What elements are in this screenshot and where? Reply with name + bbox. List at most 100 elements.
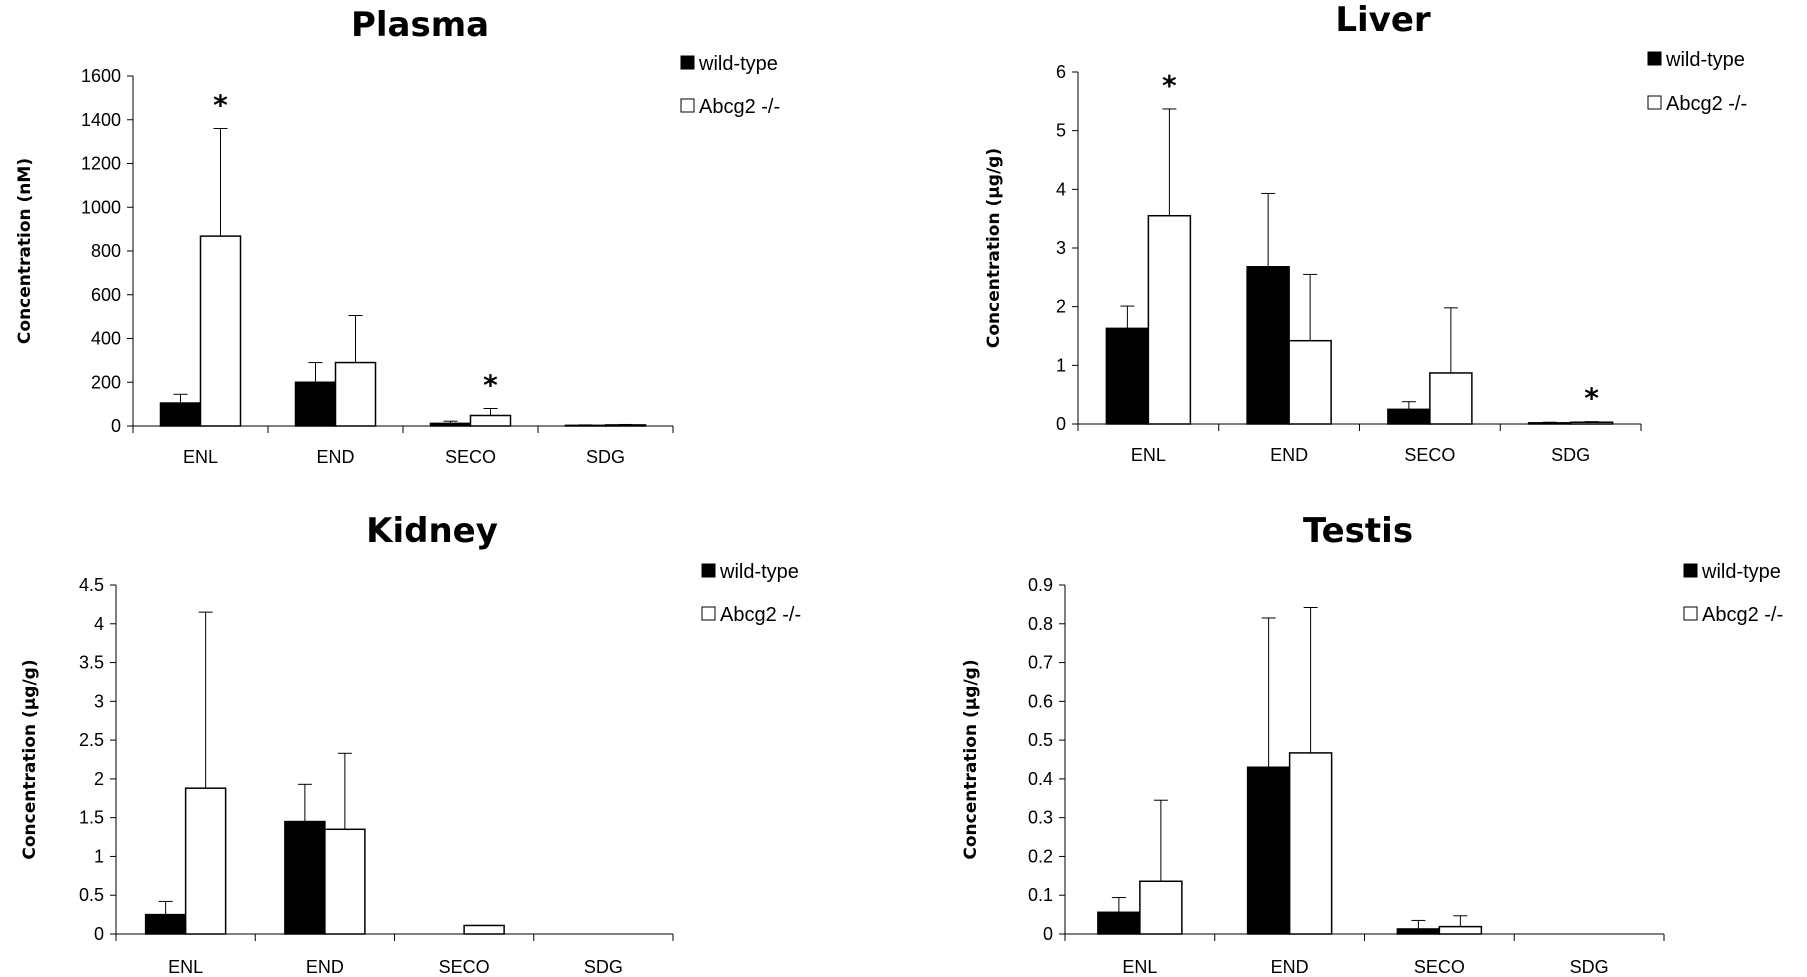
- bar-abcg2-ko: [469, 414, 512, 427]
- y-tick-label: 1200: [81, 154, 121, 174]
- legend-label-wild-type: wild-type: [719, 561, 799, 583]
- chart-title: Plasma: [351, 5, 489, 45]
- bar-abcg2-ko: [324, 828, 366, 935]
- y-tick-label: 3: [1056, 238, 1066, 258]
- x-tick-label: SDG: [1570, 957, 1609, 977]
- y-tick-label: 0.4: [1028, 769, 1053, 789]
- legend-swatch-wild-type: [1647, 51, 1662, 66]
- bar-abcg2-ko: [199, 235, 242, 427]
- bar-abcg2-ko: [1147, 214, 1192, 425]
- y-tick-label: 0.9: [1028, 575, 1053, 595]
- significance-star: *: [213, 89, 228, 122]
- y-tick-label: 0.5: [1028, 730, 1053, 750]
- significance-star: *: [483, 369, 498, 402]
- y-tick-label: 0: [1056, 414, 1066, 434]
- x-tick-label: SECO: [439, 957, 490, 977]
- x-tick-label: END: [316, 447, 354, 467]
- y-tick-label: 4.5: [79, 575, 104, 595]
- y-tick-label: 1: [1056, 355, 1066, 375]
- x-tick-label: END: [1270, 445, 1308, 465]
- y-tick-label: 5: [1056, 121, 1066, 141]
- y-tick-label: 1.5: [79, 808, 104, 828]
- bar-wild-type: [1387, 408, 1431, 425]
- legend-swatch-abcg2-ko: [680, 98, 695, 113]
- y-tick-label: 800: [91, 241, 121, 261]
- x-tick-label: SECO: [1414, 957, 1465, 977]
- legend-label-abcg2-ko: Abcg2 -/-: [1702, 604, 1783, 626]
- legend-label-abcg2-ko: Abcg2 -/-: [720, 604, 801, 626]
- bar-abcg2-ko: [1438, 925, 1483, 935]
- y-tick-label: 2: [94, 769, 104, 789]
- legend-swatch-wild-type: [1683, 563, 1698, 578]
- bar-abcg2-ko: [604, 424, 647, 427]
- legend-swatch-wild-type: [680, 55, 695, 70]
- legend-label-wild-type: wild-type: [698, 53, 778, 75]
- y-tick-label: 3: [94, 691, 104, 711]
- bar-wild-type: [1105, 327, 1150, 425]
- bar-abcg2-ko: [1569, 421, 1614, 425]
- bar-abcg2-ko: [1139, 880, 1183, 935]
- x-tick-label: SECO: [445, 447, 496, 467]
- bar-abcg2-ko: [184, 787, 227, 935]
- y-tick-label: 4: [94, 614, 104, 634]
- bar-abcg2-ko: [463, 924, 505, 935]
- y-tick-label: 0: [1043, 924, 1053, 944]
- chart-title: Liver: [1335, 0, 1431, 40]
- bar-wild-type: [1246, 766, 1291, 935]
- y-tick-label: 1400: [81, 110, 121, 130]
- y-tick-label: 200: [91, 372, 121, 392]
- y-tick-label: 0: [94, 924, 104, 944]
- x-tick-label: ENL: [168, 957, 203, 977]
- bar-wild-type: [284, 820, 326, 935]
- x-tick-label: SDG: [584, 957, 623, 977]
- x-tick-label: END: [1271, 957, 1309, 977]
- legend-label-wild-type: wild-type: [1701, 561, 1781, 583]
- y-tick-label: 0.3: [1028, 808, 1053, 828]
- legend-label-wild-type: wild-type: [1665, 49, 1745, 71]
- bar-wild-type: [429, 422, 472, 427]
- y-axis-label: Concentration (μg/g): [961, 659, 981, 859]
- y-tick-label: 1600: [81, 66, 121, 86]
- legend-swatch-abcg2-ko: [701, 606, 716, 621]
- x-tick-label: SDG: [1551, 445, 1590, 465]
- y-tick-label: 400: [91, 329, 121, 349]
- y-tick-label: 0.2: [1028, 846, 1053, 866]
- legend-label-abcg2-ko: Abcg2 -/-: [1666, 93, 1747, 115]
- bar-wild-type: [159, 402, 202, 427]
- y-tick-label: 4: [1056, 179, 1066, 199]
- legend-label-abcg2-ko: Abcg2 -/-: [699, 96, 780, 118]
- y-axis-label: Concentration (μg/g): [984, 148, 1004, 348]
- y-tick-label: 2: [1056, 297, 1066, 317]
- bar-wild-type: [564, 424, 607, 427]
- significance-star: *: [1584, 382, 1599, 415]
- chart-title: Kidney: [366, 511, 498, 551]
- bar-abcg2-ko: [1288, 752, 1333, 935]
- x-tick-label: END: [306, 957, 344, 977]
- x-tick-label: SDG: [586, 447, 625, 467]
- bar-wild-type: [294, 381, 337, 427]
- y-tick-label: 0.5: [79, 885, 104, 905]
- x-tick-label: ENL: [183, 447, 218, 467]
- bar-wild-type: [1396, 928, 1441, 935]
- y-tick-label: 600: [91, 285, 121, 305]
- y-axis-label: Concentration (nM): [15, 158, 35, 344]
- bar-abcg2-ko: [1429, 372, 1473, 425]
- legend-swatch-abcg2-ko: [1647, 95, 1662, 110]
- y-tick-label: 2.5: [79, 730, 104, 750]
- y-tick-label: 1000: [81, 197, 121, 217]
- bar-wild-type: [1246, 266, 1290, 425]
- x-tick-label: ENL: [1122, 957, 1157, 977]
- y-tick-label: 0.1: [1028, 885, 1053, 905]
- legend-swatch-abcg2-ko: [1683, 606, 1698, 621]
- bar-abcg2-ko: [1288, 339, 1332, 425]
- y-axis-label: Concentration (μg/g): [20, 659, 40, 859]
- y-tick-label: 0.6: [1028, 691, 1053, 711]
- bar-abcg2-ko: [334, 361, 377, 427]
- chart-title: Testis: [1303, 511, 1413, 551]
- x-tick-label: ENL: [1131, 445, 1166, 465]
- y-tick-label: 0.7: [1028, 653, 1053, 673]
- y-tick-label: 1: [94, 846, 104, 866]
- significance-star: *: [1162, 69, 1177, 102]
- bar-wild-type: [144, 913, 187, 935]
